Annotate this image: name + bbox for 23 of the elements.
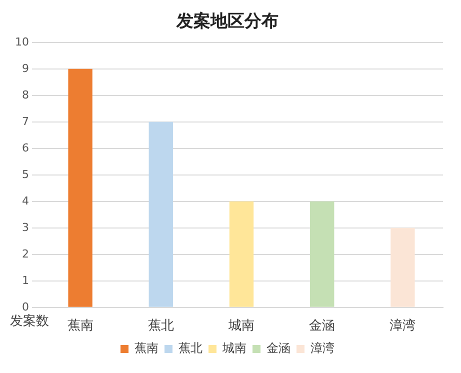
y-tick-label: 0	[22, 300, 29, 314]
y-tick-label: 10	[14, 35, 29, 48]
x-tick-label: 城南	[228, 318, 254, 334]
y-tick-label: 9	[22, 62, 29, 75]
y-tick-label: 1	[22, 274, 29, 287]
x-tick-label: 蕉北	[148, 318, 174, 334]
y-tick-label: 6	[22, 141, 29, 154]
legend-label: 蕉南	[134, 341, 158, 356]
x-axis-title: 发案数	[10, 312, 49, 329]
y-tick-label: 8	[22, 88, 29, 102]
legend-label: 金涵	[266, 341, 290, 356]
x-tick-label: 金涵	[309, 318, 336, 334]
legend-label: 城南	[222, 341, 246, 356]
legend-label: 蕉北	[178, 341, 202, 356]
chart-title: 发案地区分布	[176, 10, 278, 32]
y-tick-label: 5	[22, 168, 29, 181]
y-tick-label: 4	[22, 194, 29, 208]
y-tick-label: 7	[22, 114, 29, 128]
y-tick-label: 2	[22, 247, 29, 260]
x-tick-label: 蕉南	[67, 318, 94, 334]
x-tick-label: 漳湾	[390, 318, 416, 334]
legend-label: 漳湾	[310, 341, 334, 356]
y-tick-label: 3	[22, 220, 29, 234]
